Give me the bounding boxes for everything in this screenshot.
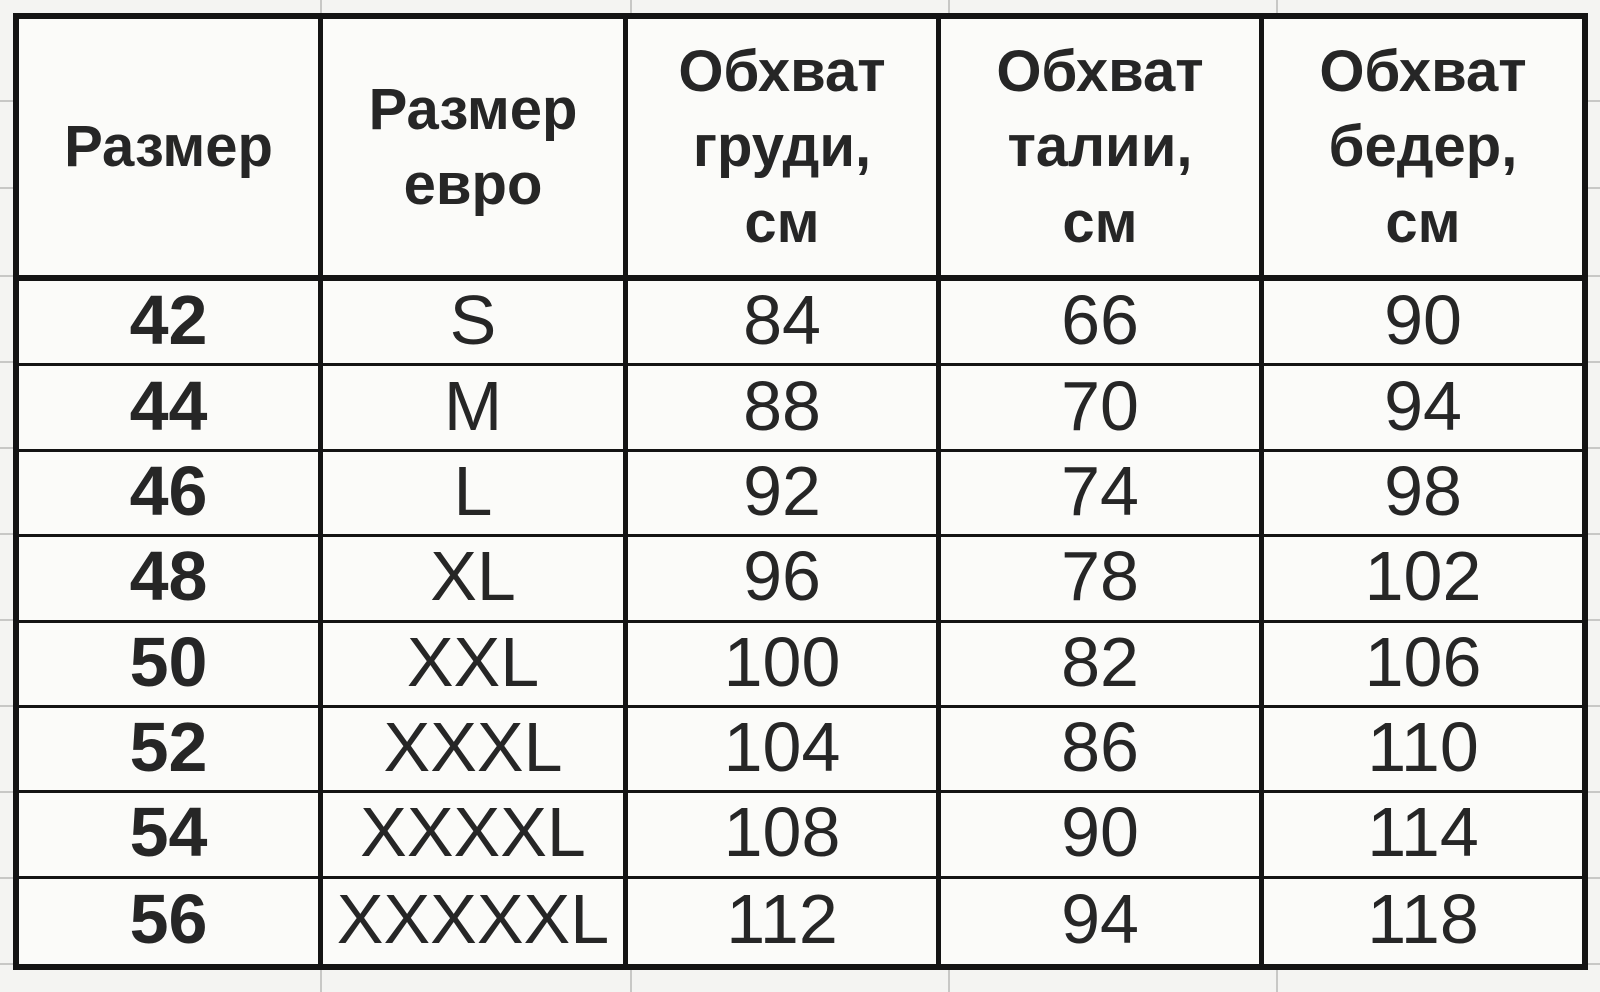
cell-euro-row-3: L [323,451,628,538]
cell-hips-row-1: 90 [1264,281,1582,367]
cell-euro-row-5: XXL [323,622,628,708]
gridline-stub [1588,533,1600,535]
gridline-stub [0,447,13,449]
cell-hips-row-6: 110 [1264,707,1582,794]
cell-chest-row-3: 92 [628,451,941,538]
gridline-stub [948,0,950,13]
cell-size-row-7: 54 [19,793,323,879]
cell-hips-row-3: 98 [1264,451,1582,538]
gridline-stub [320,970,322,992]
header-size: Размер [19,19,323,281]
cell-size-row-3: 46 [19,451,323,538]
cell-waist-row-2: 70 [941,366,1264,452]
gridline-stub [1276,0,1278,13]
gridline-stub [1588,275,1600,277]
cell-waist-row-3: 74 [941,451,1264,538]
header-waist: Обхват талии, см [941,19,1264,281]
cell-chest-row-7: 108 [628,793,941,879]
gridline-stub [1588,963,1600,965]
cell-waist-row-6: 86 [941,707,1264,794]
gridline-stub [0,619,13,621]
cell-chest-row-4: 96 [628,537,941,623]
cell-euro-row-7: XXXXL [323,793,628,879]
gridline-stub [1588,705,1600,707]
cell-chest-row-2: 88 [628,366,941,452]
cell-size-row-2: 44 [19,366,323,452]
gridline-stub [1588,361,1600,363]
cell-hips-row-7: 114 [1264,793,1582,879]
cell-hips-row-8: 118 [1264,878,1582,964]
cell-chest-row-8: 112 [628,878,941,964]
cell-hips-row-4: 102 [1264,537,1582,623]
gridline-stub [0,275,13,277]
gridline-stub [0,361,13,363]
gridline-stub [1588,877,1600,879]
cell-size-row-6: 52 [19,707,323,794]
gridline-stub [0,187,13,189]
gridline-stub [630,970,632,992]
header-euro: Размер евро [323,19,628,281]
size-chart-table: Размер Размер евро Обхват груди, см Обхват … [13,13,1588,970]
cell-waist-row-7: 90 [941,793,1264,879]
cell-euro-row-2: M [323,366,628,452]
cell-euro-row-6: XXXL [323,707,628,794]
cell-chest-row-1: 84 [628,281,941,367]
gridline-stub [630,0,632,13]
cell-size-row-8: 56 [19,878,323,964]
gridline-stub [948,970,950,992]
cell-hips-row-5: 106 [1264,622,1582,708]
cell-euro-row-4: XL [323,537,628,623]
header-chest: Обхват груди, см [628,19,941,281]
cell-waist-row-4: 78 [941,537,1264,623]
cell-hips-row-2: 94 [1264,366,1582,452]
cell-size-row-1: 42 [19,281,323,367]
gridline-stub [320,0,322,13]
gridline-stub [1588,100,1600,102]
cell-chest-row-5: 100 [628,622,941,708]
cell-size-row-5: 50 [19,622,323,708]
gridline-stub [0,533,13,535]
cell-euro-row-1: S [323,281,628,367]
gridline-stub [1276,970,1278,992]
gridline-stub [1588,447,1600,449]
gridline-stub [0,100,13,102]
gridline-stub [1588,619,1600,621]
gridline-stub [1588,187,1600,189]
cell-waist-row-1: 66 [941,281,1264,367]
gridline-stub [0,877,13,879]
gridline-stub [0,705,13,707]
cell-waist-row-8: 94 [941,878,1264,964]
cell-waist-row-5: 82 [941,622,1264,708]
cell-chest-row-6: 104 [628,707,941,794]
gridline-stub [1588,791,1600,793]
gridline-stub [0,791,13,793]
cell-size-row-4: 48 [19,537,323,623]
gridline-stub [0,963,13,965]
header-hips: Обхват бедер, см [1264,19,1582,281]
cell-euro-row-8: XXXXXL [323,878,628,964]
